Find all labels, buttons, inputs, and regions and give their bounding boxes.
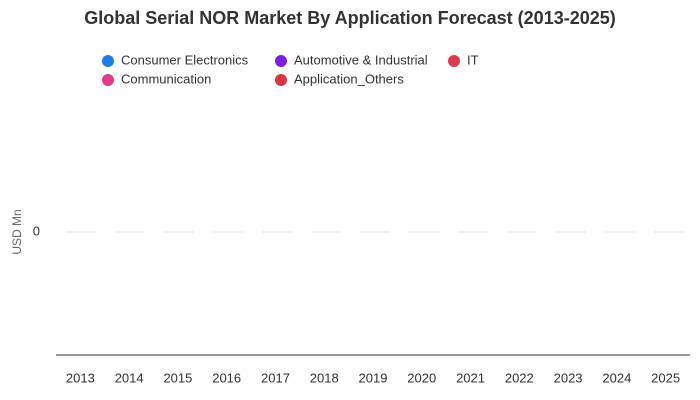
chart-title: Global Serial NOR Market By Application … <box>84 8 616 28</box>
x-tick-label: 2024 <box>602 370 631 385</box>
legend-marker <box>102 55 114 67</box>
legend-label: Communication <box>121 71 211 86</box>
x-tick-label: 2019 <box>359 370 388 385</box>
legend-marker <box>275 55 287 67</box>
legend-label: IT <box>467 52 479 67</box>
x-tick-label: 2020 <box>407 370 436 385</box>
x-tick-label: 2023 <box>554 370 583 385</box>
legend-label: Consumer Electronics <box>121 52 249 67</box>
x-tick-label: 2015 <box>163 370 192 385</box>
x-tick-label: 2022 <box>505 370 534 385</box>
x-tick-label: 2014 <box>115 370 144 385</box>
x-tick-label: 2016 <box>212 370 241 385</box>
x-tick-label: 2021 <box>456 370 485 385</box>
legend-label: Application_Others <box>294 71 404 86</box>
y-tick-label: 0 <box>33 223 40 238</box>
x-tick-label: 2017 <box>261 370 290 385</box>
x-tick-label: 2025 <box>651 370 680 385</box>
legend-label: Automotive & Industrial <box>294 52 428 67</box>
x-tick-label: 2013 <box>66 370 95 385</box>
legend-marker <box>102 74 114 86</box>
legend-marker <box>275 74 287 86</box>
legend-marker <box>448 55 460 67</box>
y-axis-label: USD Mn <box>10 209 24 254</box>
x-tick-label: 2018 <box>310 370 339 385</box>
